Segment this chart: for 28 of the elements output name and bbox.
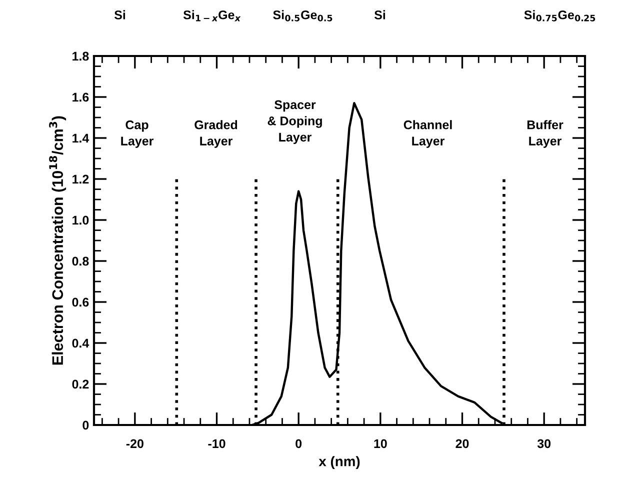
annotation: Buffer Layer xyxy=(527,120,564,148)
x-axis-title: x (nm) xyxy=(318,456,360,470)
y-tick-label: 0.6 xyxy=(72,298,89,307)
y-axis-title: Electron Concentration (10$^{18}$/cm$^{3}$) xyxy=(49,116,66,365)
x-tick-label: 20 xyxy=(456,439,469,448)
text: Si$_{1−x}$Ge$_{x}$ xyxy=(183,10,241,22)
x-tick-label: 10 xyxy=(374,439,387,448)
y-tick-label: 0.2 xyxy=(72,380,89,389)
annotation: Channel Layer xyxy=(404,120,452,148)
x-tick-label: 0 xyxy=(296,439,302,448)
y-tick-label: 0.8 xyxy=(72,256,89,266)
y-tick-label: 0.4 xyxy=(72,338,90,348)
x-tick-label: -20 xyxy=(126,439,144,448)
x-tick-label: 30 xyxy=(537,439,551,448)
y-tick-label: 1.6 xyxy=(72,92,89,102)
y-tick-label: 1.8 xyxy=(72,52,89,61)
y-tick-label: 1.0 xyxy=(72,216,89,225)
y-tick-label: 1.2 xyxy=(72,174,89,184)
text: Si xyxy=(114,10,126,20)
annotation: Spacer & Doping Layer xyxy=(268,100,322,144)
x-tick-label: -10 xyxy=(208,439,226,448)
text: Si xyxy=(374,10,386,20)
text: Si$_{0.75}$Ge$_{0.25}$ xyxy=(524,10,596,22)
y-tick-label: 0 xyxy=(82,420,89,430)
annotation: Graded Layer xyxy=(194,120,238,148)
y-tick-label: 1.4 xyxy=(72,134,90,143)
annotation: Cap Layer xyxy=(121,120,154,148)
text: Si$_{0.5}$Ge$_{0.5}$ xyxy=(273,10,332,22)
